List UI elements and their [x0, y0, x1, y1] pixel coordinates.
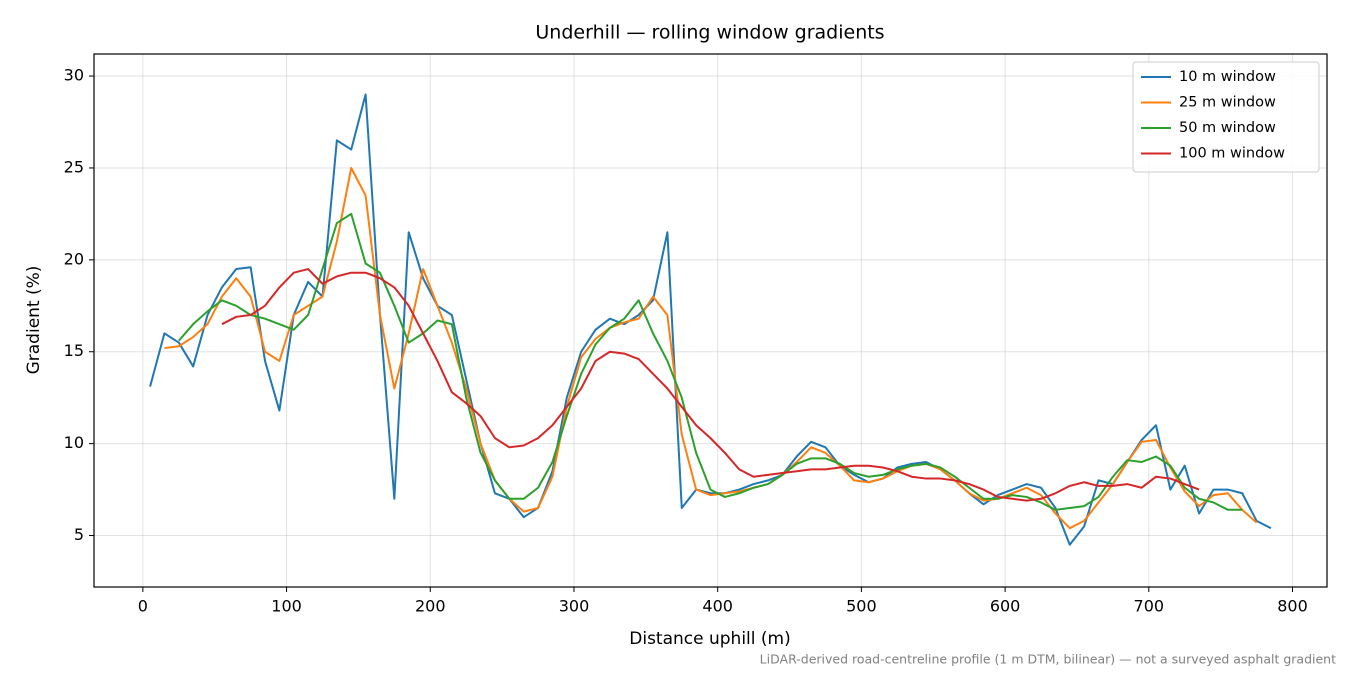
plot-frame	[93, 53, 1328, 588]
legend-label: 50 m window	[1179, 120, 1276, 136]
x-tick-label: 300	[559, 597, 590, 616]
x-tick-label: 0	[138, 597, 148, 616]
x-axis-label: Distance uphill (m)	[629, 629, 790, 649]
y-tick-label: 15	[64, 341, 84, 360]
series-line	[178, 212, 1243, 511]
y-tick-label: 5	[74, 525, 84, 544]
series-line	[149, 93, 1272, 546]
x-tick-label: 800	[1277, 597, 1308, 616]
y-axis-label: Gradient (%)	[24, 266, 44, 375]
series-line	[164, 166, 1258, 530]
x-tick-label: 400	[702, 597, 733, 616]
x-tick-label: 100	[271, 597, 302, 616]
legend-label: 100 m window	[1179, 146, 1285, 162]
legend-box	[1132, 61, 1320, 173]
footnote: LiDAR-derived road-centreline profile (1…	[760, 652, 1336, 667]
x-tick-label: 600	[990, 597, 1021, 616]
x-tick-label: 500	[846, 597, 877, 616]
chart-title: Underhill — rolling window gradients	[535, 22, 884, 44]
legend-label: 10 m window	[1179, 69, 1276, 85]
y-tick-label: 30	[64, 66, 84, 85]
series-line	[221, 268, 1200, 502]
y-tick-label: 25	[64, 157, 84, 176]
y-tick-label: 20	[64, 249, 84, 268]
x-tick-label: 200	[415, 597, 446, 616]
y-tick-label: 10	[64, 433, 84, 452]
legend-label: 25 m window	[1179, 95, 1276, 111]
x-tick-label: 700	[1134, 597, 1165, 616]
